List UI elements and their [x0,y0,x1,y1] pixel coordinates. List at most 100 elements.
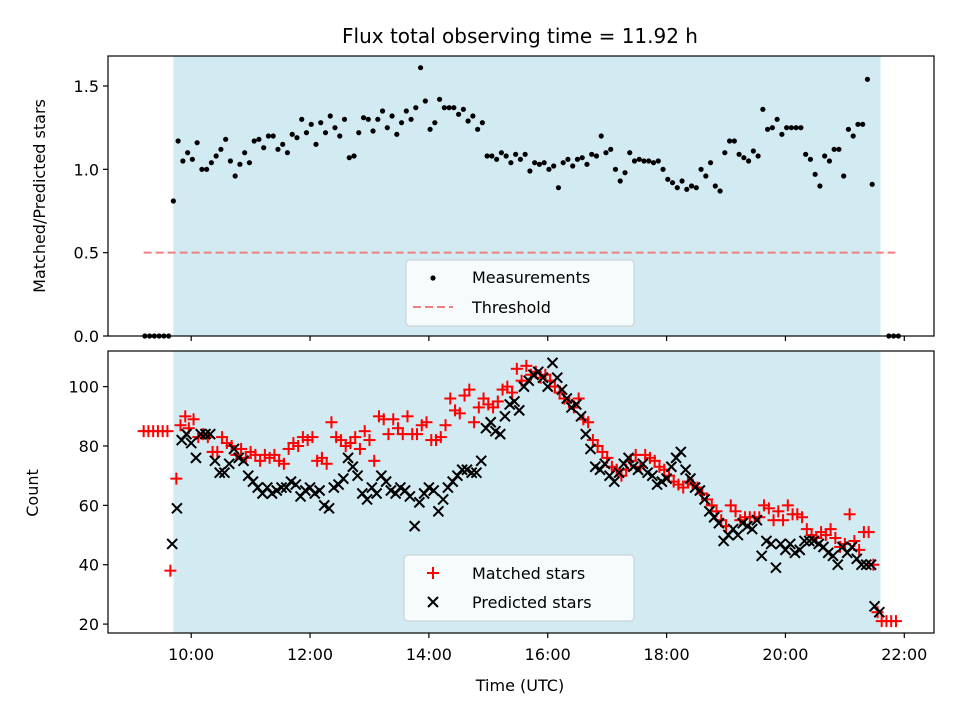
predicted-star-point [380,475,392,488]
measurement-point [570,163,576,169]
measurement-point [584,161,590,167]
measurement-point [170,198,176,204]
measurement-point [750,148,756,154]
predicted-star-point [185,437,197,449]
predicted-star-point [873,606,886,618]
measurement-point [726,138,733,144]
measurement-point [417,65,424,71]
measurement-point [246,160,253,166]
measurement-point [332,125,338,131]
matched-star-point [358,425,371,438]
measurement-point [189,156,195,162]
matched-star-point [325,416,338,429]
measurement-point [617,178,623,184]
matched-star-point [472,401,485,414]
measurement-point [665,176,671,182]
count-panel: 20 40 60 80 100 10:00 12:00 14:00 16:00 18:00 20:… [23,350,935,695]
top-y-tick-label: 0.5 [74,244,99,263]
top-axes-frame [107,55,935,337]
measurement-point [793,125,799,131]
measurement-point [779,131,785,137]
measurement-point [712,183,718,189]
measurement-point [251,138,257,144]
measurement-point [864,76,871,82]
measurement-point [270,133,276,139]
measurement-point [503,153,509,159]
measurement-point [717,188,723,194]
measurement-point [303,130,310,136]
legend-predicted-marker [427,596,439,608]
measurement-point [308,121,314,127]
predicted-star-point [470,466,483,479]
ratio-panel: Flux total observing time = 11.92 h 0.00… [30,24,935,346]
predicted-star-point [432,505,445,518]
measurement-point [836,146,842,152]
measurement-point [379,108,386,114]
measurement-point [527,168,533,174]
measurement-point [698,166,704,172]
measurement-point [536,161,543,167]
measurement-point [237,161,243,167]
top-y-axis-label: Matched/Predicted stars [30,99,49,293]
matched-star-point [762,502,775,515]
predicted-star-point [613,466,625,479]
predicted-star-point [437,493,449,506]
matched-star-point [411,428,424,441]
measurement-point [669,180,676,186]
measurement-point [579,155,585,161]
measurement-point [532,160,538,166]
bottom-axes-frame [107,350,935,634]
predicted-star-point [713,517,725,529]
measurement-point [860,121,866,127]
predicted-star-point [370,487,383,500]
predicted-star-point [751,514,763,526]
predicted-star-point [832,559,844,571]
measurement-point [760,106,766,112]
predicted-star-point [580,428,592,440]
measurement-point [822,153,828,159]
measurement-point [337,133,343,139]
chart-title: Flux total observing time = 11.92 h [342,24,698,48]
measurement-point [693,185,699,191]
measurement-point [517,156,524,162]
measurement-point [394,131,400,137]
predicted-star-point [660,472,673,485]
measurement-point [356,130,362,136]
matched-star-point [453,407,466,420]
predicted-star-point [675,446,687,458]
measurement-point [465,118,471,124]
x-axis-label: Time (UTC) [475,676,564,695]
predicted-star-point [561,392,573,405]
measurement-point [318,120,324,126]
measurement-point [194,140,200,146]
measurement-point [679,178,685,184]
measurement-point [208,160,214,166]
measurement-point [494,156,500,162]
measurement-point [803,151,809,157]
matched-star-point [401,410,414,423]
predicted-star-point [499,410,511,423]
matched-star-point [781,499,794,512]
predicted-star-point [570,398,582,411]
measurement-point [265,133,272,139]
predicted-star-point [755,550,768,562]
measurement-point [546,166,552,172]
measurement-point [541,160,547,166]
predicted-star-point [684,472,697,485]
measurement-point [736,151,742,157]
measurement-point [755,153,761,159]
predicted-star-point [584,443,597,455]
measurement-point [408,116,414,122]
measurement-point [313,141,319,147]
matched-star-point [824,523,837,536]
matched-star-point [306,431,319,444]
predicted-star-point [218,466,231,479]
matched-star-point [468,416,481,429]
measurement-point [384,125,390,131]
measurement-point [218,146,224,152]
predicted-star-point [456,464,468,476]
predicted-star-point [698,493,711,506]
legend-matched-marker [427,567,439,579]
bottom-y-tick-label: 60 [79,496,99,515]
bottom-y-axis-label: Count [23,469,42,517]
